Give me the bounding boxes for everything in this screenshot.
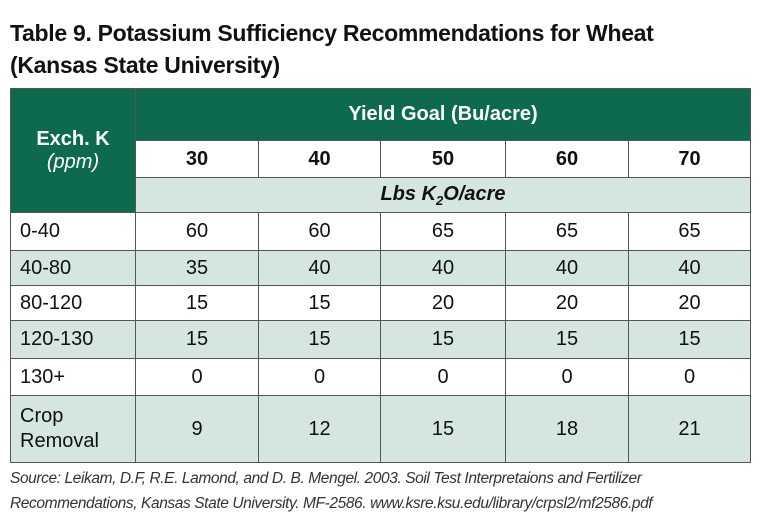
row-label: Crop Removal bbox=[10, 395, 136, 463]
row-label: 120-130 bbox=[10, 320, 136, 359]
column-header: 60 bbox=[505, 140, 629, 178]
table-cell: 15 bbox=[135, 285, 259, 321]
table-cell: 15 bbox=[258, 320, 381, 359]
table-cell: 15 bbox=[135, 320, 259, 359]
table-cell: 40 bbox=[380, 250, 506, 286]
table-cell: 40 bbox=[258, 250, 381, 286]
table-cell: 0 bbox=[505, 358, 629, 396]
group-header: Yield Goal (Bu/acre) bbox=[135, 88, 751, 141]
unit-header: Lbs K2O/acre bbox=[135, 177, 751, 213]
table-cell: 12 bbox=[258, 395, 381, 463]
table-cell: 40 bbox=[628, 250, 751, 286]
table-cell: 40 bbox=[505, 250, 629, 286]
row-label: 0-40 bbox=[10, 212, 136, 251]
table-cell: 35 bbox=[135, 250, 259, 286]
source: Recommendations, Kansas State University… bbox=[10, 495, 653, 512]
column-header: 40 bbox=[258, 140, 381, 178]
title: Table 9. Potassium Sufficiency Recommend… bbox=[10, 20, 654, 46]
table-cell: 20 bbox=[380, 285, 506, 321]
table-cell: 65 bbox=[628, 212, 751, 251]
title: (Kansas State University) bbox=[10, 52, 280, 78]
table-cell: 0 bbox=[628, 358, 751, 396]
table-cell: 0 bbox=[380, 358, 506, 396]
table-cell: 60 bbox=[135, 212, 259, 251]
table-cell: 65 bbox=[380, 212, 506, 251]
row-label: 130+ bbox=[10, 358, 136, 396]
unit-text: O/acre bbox=[443, 182, 506, 205]
row-header-unit: (ppm) bbox=[46, 150, 100, 173]
row-header: Exch. K (ppm) bbox=[10, 88, 136, 213]
table-cell: 21 bbox=[628, 395, 751, 463]
column-header: 50 bbox=[380, 140, 506, 178]
row-label: 80-120 bbox=[10, 285, 136, 321]
table-cell: 9 bbox=[135, 395, 259, 463]
table-cell: 65 bbox=[505, 212, 629, 251]
table-cell: 15 bbox=[628, 320, 751, 359]
table-cell: 15 bbox=[505, 320, 629, 359]
table-cell: 15 bbox=[380, 395, 506, 463]
row-header-label: Exch. K bbox=[36, 127, 110, 150]
table-cell: 60 bbox=[258, 212, 381, 251]
column-header: 70 bbox=[628, 140, 751, 178]
row-label: 40-80 bbox=[10, 250, 136, 286]
table-cell: 0 bbox=[258, 358, 381, 396]
table-cell: 20 bbox=[628, 285, 751, 321]
source: Source: Leikam, D.F, R.E. Lamond, and D.… bbox=[10, 470, 642, 487]
table-cell: 0 bbox=[135, 358, 259, 396]
table-cell: 15 bbox=[380, 320, 506, 359]
unit-subscript: 2 bbox=[436, 192, 444, 208]
unit-label: Lbs K2O/acre bbox=[380, 183, 505, 208]
table-cell: 15 bbox=[258, 285, 381, 321]
column-header: 30 bbox=[135, 140, 259, 178]
table-cell: 18 bbox=[505, 395, 629, 463]
table-cell: 20 bbox=[505, 285, 629, 321]
unit-text: Lbs K bbox=[380, 182, 437, 205]
